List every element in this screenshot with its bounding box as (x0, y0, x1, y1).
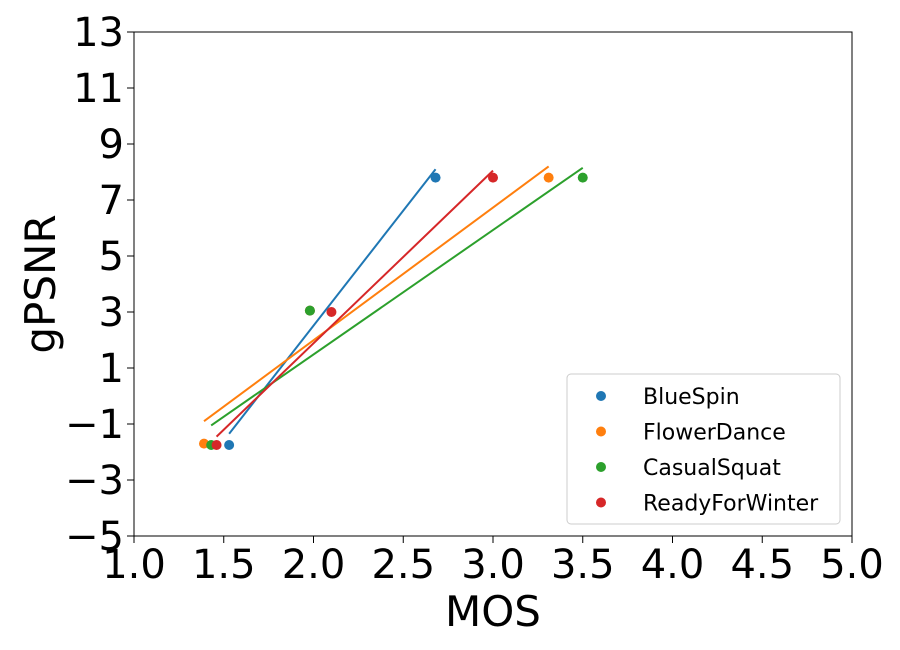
y-tick-label: 13 (73, 10, 124, 56)
fit-line-flowerdance (203, 165, 550, 423)
x-tick-label: 2.0 (282, 542, 346, 588)
x-tick-label: 3.5 (551, 542, 615, 588)
y-axis-title: gPSNR (16, 214, 65, 353)
fit-line-casualsquat (210, 166, 584, 427)
x-axis-ticks: 1.0 1.5 2.0 2.5 3.0 3.5 4.0 4.5 5.0 (102, 536, 884, 588)
data-point-readyforwinter (326, 307, 337, 317)
legend-label: FlowerDance (643, 421, 786, 446)
y-tick-label: 3 (99, 290, 124, 336)
y-tick-label: 1 (99, 346, 124, 392)
data-point-casualsquat (304, 305, 315, 316)
legend-box (566, 373, 841, 525)
legend-label: CasualSquat (643, 456, 781, 481)
data-point-bluespin (430, 172, 441, 183)
y-tick-label: 11 (73, 66, 124, 112)
y-tick-label: −3 (65, 458, 124, 504)
x-tick-label: 2.5 (371, 542, 435, 588)
data-point-readyforwinter (488, 172, 498, 183)
x-tick-label: 1.0 (102, 542, 166, 588)
fit-line-readyforwinter (215, 169, 494, 438)
legend-marker (596, 426, 606, 437)
x-tick-label: 4.0 (641, 542, 705, 588)
data-points (199, 172, 588, 450)
legend-marker (596, 462, 606, 472)
fit-lines (203, 165, 584, 438)
data-point-casualsquat (577, 172, 588, 183)
y-tick-label: 9 (99, 122, 124, 168)
data-point-readyforwinter (211, 440, 222, 450)
y-tick-label: 7 (99, 178, 124, 224)
legend-marker (596, 497, 606, 508)
data-point-flowerdance (543, 172, 554, 183)
legend-label: ReadyForWinter (643, 492, 819, 517)
x-tick-label: 3.0 (461, 542, 525, 588)
x-tick-label: 1.5 (192, 542, 256, 588)
x-axis-title: MOS (445, 587, 541, 636)
x-tick-label: 5.0 (820, 542, 884, 588)
x-tick-label: 4.5 (730, 542, 794, 588)
y-tick-label: 5 (99, 234, 124, 280)
legend: BlueSpin FlowerDance CasualSquat ReadyForWi… (566, 373, 841, 525)
data-point-bluespin (224, 440, 235, 450)
legend-label: BlueSpin (643, 385, 740, 410)
y-tick-label: −1 (65, 402, 124, 448)
y-tick-label: −5 (65, 514, 124, 560)
legend-marker (596, 391, 606, 401)
